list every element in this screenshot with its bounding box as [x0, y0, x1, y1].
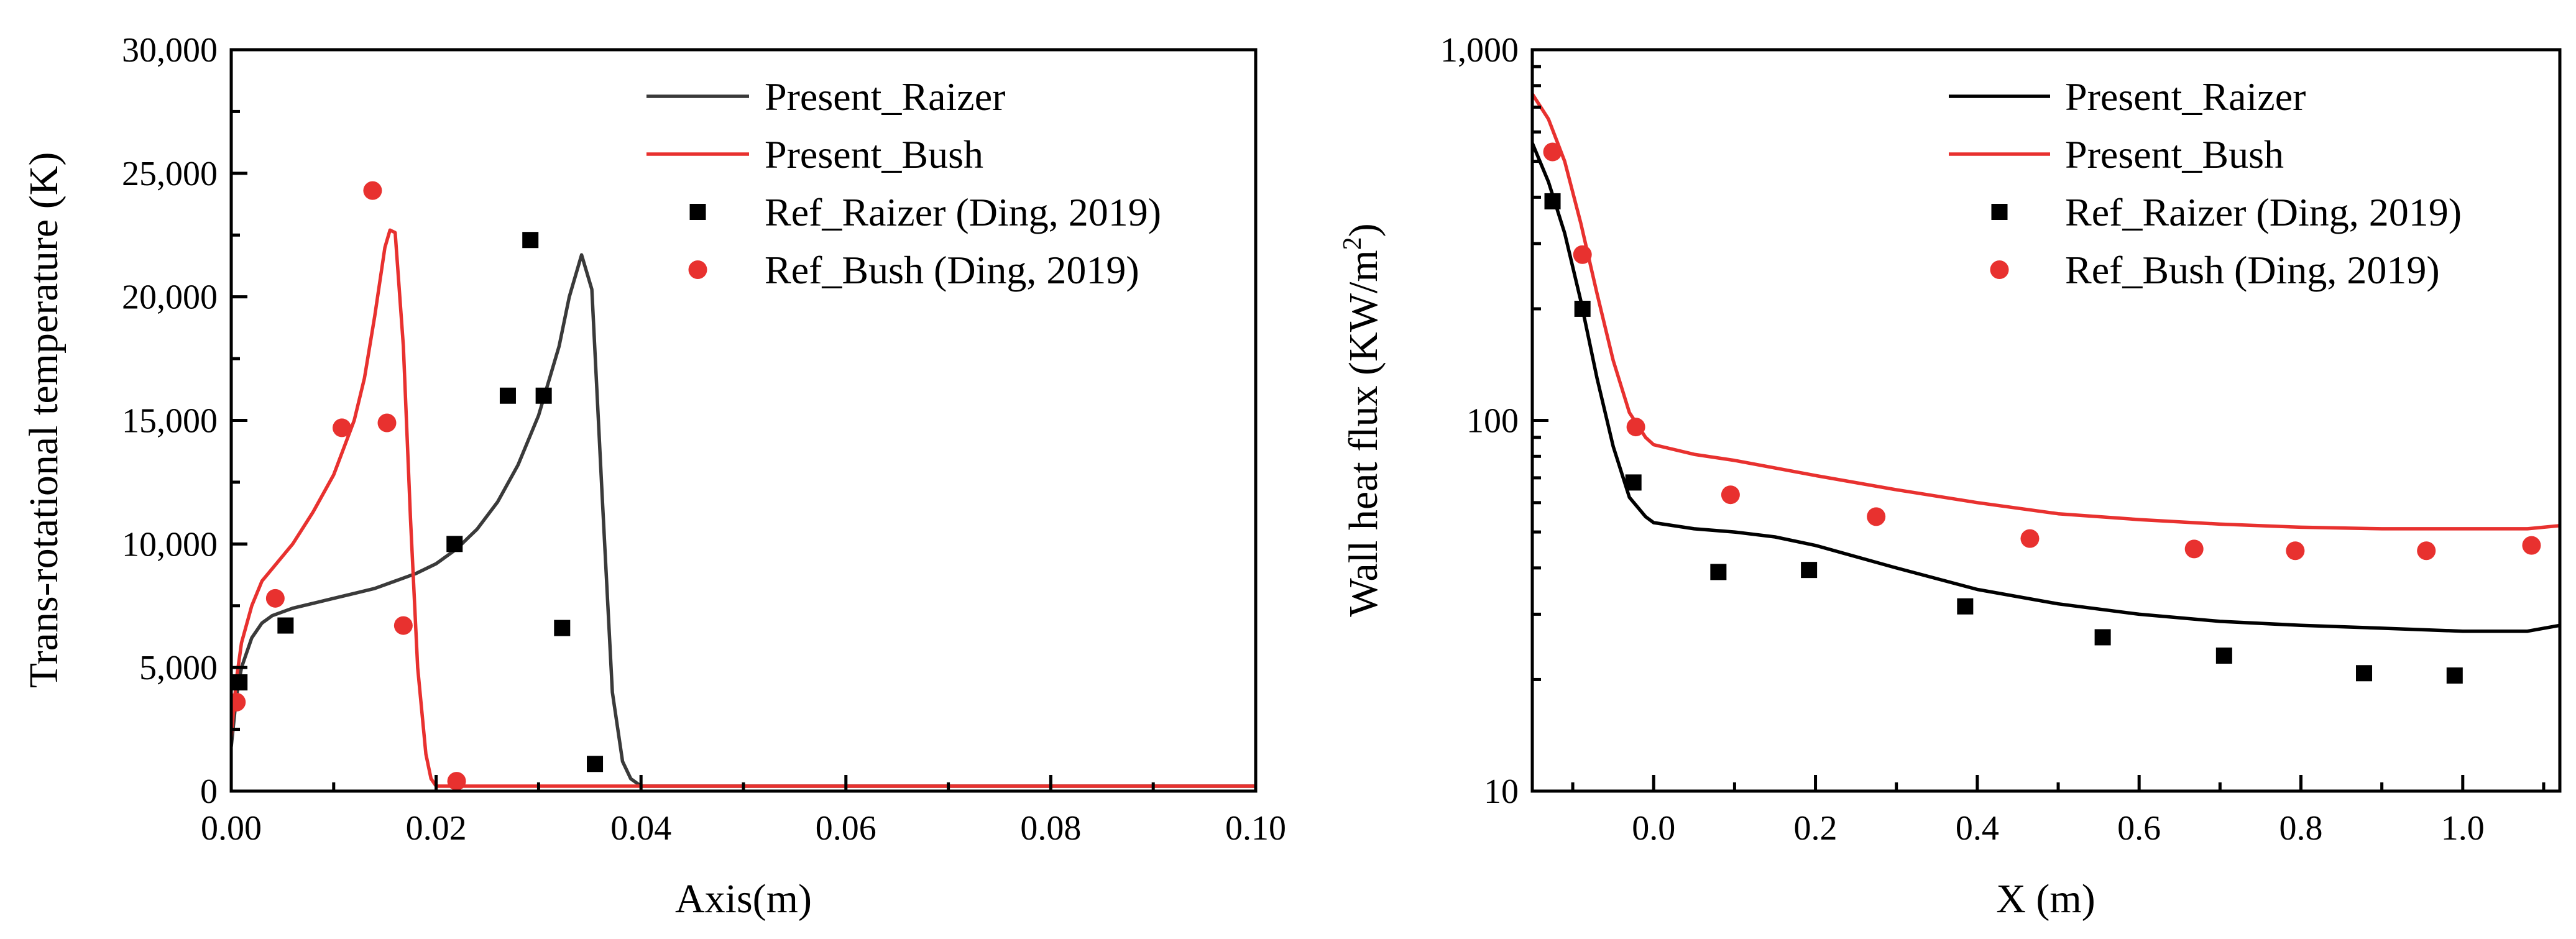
temperature-y-tick-label: 25,000 [122, 155, 218, 193]
temperature-point-ref-bush-ding-2019 [231, 692, 246, 712]
heat-flux-point-ref-raizer-ding-2019 [1625, 474, 1642, 491]
heat-flux-point-ref-raizer-ding-2019 [1957, 598, 1974, 615]
temperature-x-tick-label: 0.08 [1020, 809, 1081, 848]
temperature-y-tick-label: 30,000 [122, 31, 218, 70]
temperature-legend-label-present-raizer: Present_Raizer [765, 75, 1005, 119]
temperature-chart: 0.00 0.02 0.04 0.06 0.08 0.10 0 5,000 10,000 15,… [21, 31, 1286, 922]
temperature-point-ref-raizer-ding-2019 [231, 674, 248, 691]
heat-flux-point-ref-raizer-ding-2019 [2446, 667, 2463, 684]
heat-flux-y-axis-label: Wall heat flux (KW/m2) [1338, 223, 1386, 616]
temperature-y-tick-label: 20,000 [122, 278, 218, 317]
heat-flux-point-ref-bush-ding-2019 [2184, 539, 2204, 559]
heat-flux-x-tick-label: 0.2 [1794, 809, 1838, 848]
heat-flux-point-ref-raizer-ding-2019 [2094, 629, 2111, 646]
heat-flux-point-ref-raizer-ding-2019 [1801, 562, 1818, 579]
temperature-point-ref-raizer-ding-2019 [554, 620, 571, 636]
heat-flux-series-present-raizer [1532, 142, 2560, 633]
heat-flux-x-ticks: 0.0 0.2 0.4 0.6 0.8 1.0 [1571, 775, 2546, 848]
temperature-x-tick-label: 0.02 [406, 809, 467, 848]
heat-flux-x-axis-label: X (m) [1996, 876, 2095, 922]
heat-flux-x-tick-label: 0.4 [1956, 809, 1999, 848]
heat-flux-point-ref-raizer-ding-2019 [2215, 647, 2232, 664]
temperature-point-ref-bush-ding-2019 [393, 616, 413, 635]
heat-flux-point-ref-bush-ding-2019 [2522, 536, 2541, 555]
heat-flux-y-axis-label-main: Wall heat flux (KW/m [1341, 250, 1386, 616]
heat-flux-y-tick-label: 100 [1466, 402, 1519, 441]
temperature-point-ref-bush-ding-2019 [363, 181, 382, 200]
temperature-x-ticks: 0.00 0.02 0.04 0.06 0.08 0.10 [201, 775, 1286, 848]
heat-flux-legend-swatch-ref-raizer-ding-2019 [1991, 204, 2008, 220]
heat-flux-legend-label-present-bush: Present_Bush [2065, 132, 2284, 176]
heat-flux-point-ref-bush-ding-2019 [1867, 507, 1886, 526]
temperature-point-ref-bush-ding-2019 [377, 413, 397, 433]
heat-flux-chart: 0.0 0.2 0.4 0.6 0.8 1.0 10 100 1,000 X (m) Wall… [1338, 31, 2562, 922]
temperature-point-ref-raizer-ding-2019 [446, 536, 463, 552]
temperature-y-ticks: 0 5,000 10,000 15,000 20,000 25,000 30,000 [122, 31, 247, 811]
temperature-series-present-bush [231, 228, 1256, 788]
temperature-y-tick-label: 10,000 [122, 525, 218, 564]
heat-flux-x-tick-label: 0.8 [2279, 809, 2322, 848]
temperature-point-ref-raizer-ding-2019 [587, 756, 604, 772]
temperature-x-tick-label: 0.06 [816, 809, 876, 848]
heat-flux-point-ref-bush-ding-2019 [1543, 142, 1562, 162]
heat-flux-series-present-bush [1532, 93, 2560, 531]
heat-flux-point-ref-bush-ding-2019 [2417, 541, 2436, 561]
heat-flux-point-ref-raizer-ding-2019 [1574, 300, 1591, 317]
temperature-point-ref-raizer-ding-2019 [522, 232, 539, 249]
heat-flux-y-tick-label: 1,000 [1440, 31, 1519, 70]
heat-flux-point-ref-raizer-ding-2019 [1544, 193, 1561, 209]
temperature-point-ref-bush-ding-2019 [332, 418, 351, 437]
temperature-point-ref-raizer-ding-2019 [499, 387, 516, 404]
temperature-point-ref-raizer-ding-2019 [535, 387, 552, 404]
heat-flux-y-tick-label: 10 [1484, 772, 1519, 811]
temperature-y-tick-label: 5,000 [139, 649, 218, 687]
temperature-legend-label-ref-raizer-ding-2019: Ref_Raizer (Ding, 2019) [765, 190, 1161, 234]
temperature-y-axis-label: Trans-rotational temperature (K) [21, 152, 67, 689]
heat-flux-point-ref-raizer-ding-2019 [1710, 564, 1727, 580]
temperature-point-ref-bush-ding-2019 [447, 772, 466, 791]
heat-flux-y-ticks: 10 100 1,000 [1440, 31, 1548, 811]
temperature-series-present-raizer [231, 253, 1256, 788]
heat-flux-series-layer [1532, 93, 2560, 684]
heat-flux-x-tick-label: 0.0 [1632, 809, 1675, 848]
heat-flux-point-ref-raizer-ding-2019 [2356, 665, 2373, 682]
heat-flux-legend: Present_Raizer Present_Bush Ref_Raizer (Di… [1949, 75, 2462, 292]
heat-flux-legend-swatch-ref-bush-ding-2019 [1990, 260, 2009, 279]
temperature-point-ref-raizer-ding-2019 [277, 617, 294, 634]
heat-flux-point-ref-bush-ding-2019 [1721, 485, 1740, 505]
temperature-x-tick-label: 0.10 [1225, 809, 1286, 848]
temperature-legend-swatch-ref-bush-ding-2019 [688, 260, 707, 279]
heat-flux-plot-frame [1530, 48, 2562, 793]
heat-flux-legend-label-ref-raizer-ding-2019: Ref_Raizer (Ding, 2019) [2065, 190, 2462, 234]
temperature-legend-label-present-bush: Present_Bush [765, 132, 983, 176]
heat-flux-point-ref-bush-ding-2019 [2286, 541, 2305, 561]
temperature-x-tick-label: 0.00 [201, 809, 262, 848]
temperature-legend-label-ref-bush-ding-2019: Ref_Bush (Ding, 2019) [765, 248, 1139, 292]
heat-flux-y-axis-label-sup: 2 [1338, 237, 1367, 250]
temperature-point-ref-bush-ding-2019 [265, 589, 285, 608]
heat-flux-x-tick-label: 0.6 [2117, 809, 2161, 848]
heat-flux-point-ref-bush-ding-2019 [1573, 245, 1592, 264]
temperature-legend: Present_Raizer Present_Bush Ref_Raizer (Di… [646, 75, 1161, 292]
heat-flux-y-axis-label-end: ) [1341, 223, 1386, 237]
temperature-x-axis-label: Axis(m) [675, 876, 812, 922]
heat-flux-point-ref-bush-ding-2019 [2020, 529, 2040, 548]
heat-flux-legend-label-present-raizer: Present_Raizer [2065, 75, 2306, 119]
temperature-y-tick-label: 15,000 [122, 402, 218, 441]
temperature-y-tick-label: 0 [200, 772, 218, 811]
temperature-series-layer [231, 181, 1256, 791]
heat-flux-x-tick-label: 1.0 [2441, 809, 2485, 848]
heat-flux-legend-label-ref-bush-ding-2019: Ref_Bush (Ding, 2019) [2065, 248, 2440, 292]
temperature-x-tick-label: 0.04 [610, 809, 671, 848]
heat-flux-point-ref-bush-ding-2019 [1626, 418, 1645, 437]
temperature-legend-swatch-ref-raizer-ding-2019 [689, 204, 706, 220]
